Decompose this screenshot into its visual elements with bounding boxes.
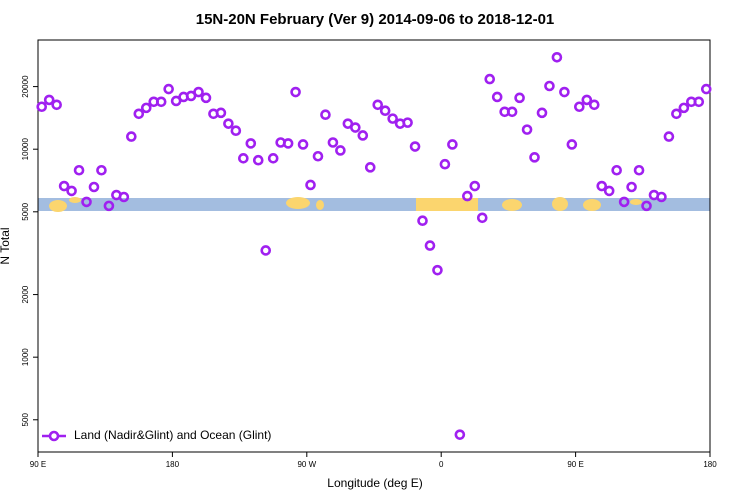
point	[417, 215, 428, 227]
x-tick-label: 180	[703, 460, 717, 469]
y-tick-label: 20000	[21, 75, 30, 98]
point	[88, 181, 100, 193]
legend-label: Land (Nadir&Glint) and Ocean (Glint)	[74, 428, 271, 442]
point	[327, 137, 339, 148]
point	[484, 73, 496, 85]
point	[671, 108, 682, 120]
plot-frame	[37, 39, 711, 453]
point	[215, 107, 227, 119]
point	[663, 131, 675, 142]
point	[491, 91, 503, 103]
point	[118, 191, 130, 203]
point	[364, 162, 376, 173]
x-tick-label: 90 W	[297, 460, 316, 469]
point	[476, 212, 488, 224]
point	[350, 122, 361, 133]
point	[633, 164, 645, 176]
point	[379, 105, 391, 117]
point	[462, 190, 473, 202]
point	[223, 118, 234, 129]
point	[529, 152, 540, 163]
y-tick-label: 500	[21, 413, 30, 427]
point	[566, 139, 578, 150]
legend-marker	[48, 430, 60, 442]
point	[193, 86, 204, 98]
point	[611, 164, 622, 176]
point	[387, 113, 398, 124]
point	[200, 92, 212, 104]
point	[305, 179, 316, 191]
point	[618, 196, 630, 208]
point	[335, 145, 346, 156]
point	[238, 153, 249, 164]
point	[700, 83, 712, 95]
point	[133, 108, 145, 120]
chart-title: 15N-20N February (Ver 9) 2014-09-06 to 2…	[196, 11, 555, 28]
point	[678, 102, 690, 114]
point	[81, 196, 92, 208]
point	[252, 154, 264, 166]
x-tick-label: 0	[439, 460, 444, 469]
y-tick-label: 10000	[21, 138, 30, 161]
x-tick-label: 90 E	[30, 460, 46, 469]
point	[536, 107, 548, 119]
y-tick-label: 2000	[21, 285, 30, 303]
point	[245, 138, 257, 149]
y-tick-label: 5000	[21, 202, 30, 220]
point	[656, 191, 667, 203]
point	[372, 99, 384, 111]
point	[603, 185, 615, 197]
point	[693, 96, 705, 108]
point	[357, 130, 369, 141]
point	[544, 80, 555, 92]
point	[559, 86, 570, 98]
point	[267, 153, 279, 164]
point	[641, 200, 652, 212]
point	[51, 99, 62, 111]
point	[163, 83, 174, 95]
point	[447, 139, 458, 150]
point	[230, 125, 242, 137]
point	[469, 180, 481, 192]
point	[402, 117, 413, 128]
point	[290, 86, 301, 98]
point	[626, 181, 637, 193]
point	[58, 180, 70, 192]
y-axis-label: N Total	[0, 227, 12, 264]
point	[424, 240, 436, 251]
point	[155, 96, 167, 108]
point	[103, 200, 115, 212]
point	[551, 51, 563, 63]
point	[140, 102, 152, 114]
point	[409, 141, 421, 152]
point	[574, 101, 585, 113]
point	[126, 131, 137, 142]
x-tick-label: 90 E	[567, 460, 583, 469]
y-tick-label: 1000	[21, 348, 30, 366]
point	[320, 109, 331, 121]
point	[73, 164, 85, 176]
point	[521, 124, 533, 135]
point	[312, 150, 324, 162]
x-axis-label: Longitude (deg E)	[327, 476, 422, 490]
point	[260, 245, 272, 256]
point	[96, 164, 107, 176]
point	[506, 106, 518, 118]
point	[432, 264, 443, 276]
map-strip	[38, 197, 710, 212]
point	[439, 158, 451, 170]
point	[66, 185, 77, 197]
point	[36, 101, 48, 113]
x-tick-label: 180	[166, 460, 180, 469]
point	[588, 99, 600, 111]
point	[282, 138, 294, 149]
point	[454, 429, 466, 440]
point	[43, 94, 55, 106]
point	[596, 180, 608, 192]
point	[581, 94, 593, 106]
point	[297, 139, 309, 150]
point	[514, 92, 525, 104]
